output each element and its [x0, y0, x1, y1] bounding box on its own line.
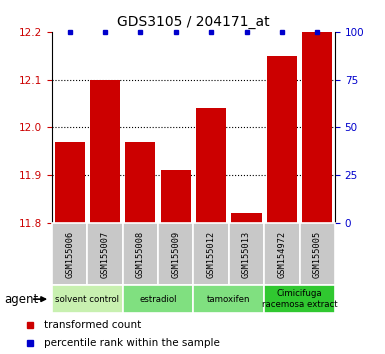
Bar: [264, 223, 300, 285]
Text: GSM155012: GSM155012: [207, 230, 216, 278]
Text: agent: agent: [4, 293, 38, 306]
Text: GSM155013: GSM155013: [242, 230, 251, 278]
Text: GSM155007: GSM155007: [100, 230, 110, 278]
Bar: [193, 223, 229, 285]
Bar: [161, 171, 191, 223]
Text: GSM155008: GSM155008: [136, 230, 145, 278]
Text: GSM155009: GSM155009: [171, 230, 180, 278]
Text: Cimicifuga
racemosa extract: Cimicifuga racemosa extract: [262, 290, 337, 309]
Bar: [196, 108, 226, 223]
Bar: [55, 142, 85, 223]
Bar: [158, 223, 193, 285]
Text: transformed count: transformed count: [44, 320, 141, 330]
Bar: [123, 285, 193, 313]
Bar: [267, 56, 297, 223]
Text: solvent control: solvent control: [55, 295, 119, 304]
Bar: [264, 285, 335, 313]
Title: GDS3105 / 204171_at: GDS3105 / 204171_at: [117, 16, 270, 29]
Text: estradiol: estradiol: [139, 295, 177, 304]
Text: GSM154972: GSM154972: [277, 230, 286, 278]
Bar: [231, 213, 261, 223]
Text: percentile rank within the sample: percentile rank within the sample: [44, 338, 219, 348]
Text: GSM155005: GSM155005: [313, 230, 322, 278]
Bar: [229, 223, 264, 285]
Bar: [302, 32, 332, 223]
Bar: [300, 223, 335, 285]
Bar: [52, 223, 87, 285]
Bar: [193, 285, 264, 313]
Bar: [126, 142, 156, 223]
Bar: [87, 223, 123, 285]
Bar: [90, 80, 120, 223]
Bar: [123, 223, 158, 285]
Text: tamoxifen: tamoxifen: [207, 295, 251, 304]
Text: GSM155006: GSM155006: [65, 230, 74, 278]
Bar: [52, 285, 123, 313]
